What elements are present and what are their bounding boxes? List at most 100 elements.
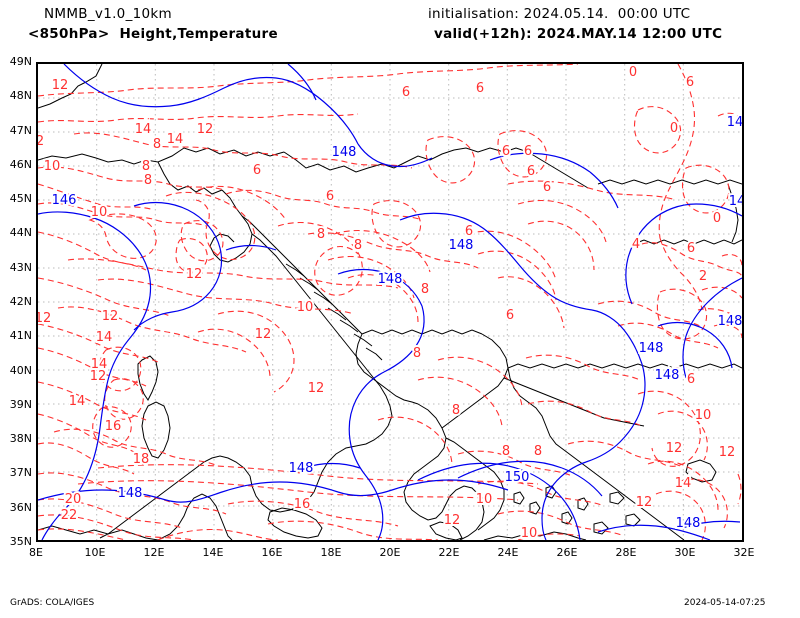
temperature-contour-label: 0 (629, 65, 637, 80)
temperature-contour-label-halo: 2 (699, 269, 707, 284)
y-axis-tick-label: 42N (9, 295, 32, 308)
height-contour-label-halo: 148 (289, 461, 314, 476)
temperature-contour-label: 6 (686, 75, 694, 90)
temperature-contour-label: 8 (534, 444, 542, 459)
height-contour-label: 148 (676, 516, 701, 531)
temperature-contour-label: 16 (105, 419, 122, 434)
y-axis-tick-label: 40N (9, 363, 32, 377)
temperature-contour-label-halo: 12 (666, 441, 683, 456)
temperature-contour-label-halo: 10 (297, 300, 314, 315)
temperature-contour-label-halo: 8 (144, 173, 152, 188)
temperature-contour-label-halo: 18 (133, 452, 150, 467)
height-contour-label: 148 (289, 461, 314, 476)
temperature-contour-label: 8 (452, 403, 460, 418)
temperature-contour-label: 8 (317, 227, 325, 242)
temperature-contour-label: 20 (65, 492, 82, 507)
temperature-contour-label-halo: 16 (105, 419, 122, 434)
temperature-contour-label: 0 (670, 121, 678, 136)
y-axis-tick-label: 46N (9, 157, 32, 171)
x-axis-tick-label: 22E (438, 546, 460, 559)
height-contour-label-halo: 14 (729, 194, 742, 209)
footer-timestamp: 2024-05-14-07:25 (684, 598, 766, 608)
temperature-contour-label: 12 (90, 369, 107, 384)
temperature-contour-label-halo: 12 (444, 513, 461, 528)
temperature-contour-label: 6 (524, 144, 532, 159)
temperature-contour-label-halo: 10 (91, 205, 108, 220)
height-contour-label: 148 (655, 368, 680, 383)
temperature-contour-label-halo: 12 (197, 122, 214, 137)
temperature-contour-label: 10 (44, 159, 61, 174)
temperature-contour-label-halo: 14 (167, 132, 184, 147)
valid-time: valid(+12h): 2024.MAY.14 12:00 UTC (434, 26, 723, 42)
temperature-contour-label: 8 (142, 159, 150, 174)
temperature-contour-label: 8 (672, 366, 680, 381)
temperature-contour-label: 12 (444, 513, 461, 528)
temperature-contour-label-halo: 12 (102, 309, 119, 324)
x-axis-tick-label: 10E (84, 546, 106, 559)
temperature-contour-label-halo: 6 (524, 144, 532, 159)
temperature-contour-label: 12 (52, 78, 69, 93)
temperature-contour-label-halo: 2 (38, 134, 44, 149)
temperature-contour-label: 4 (632, 237, 640, 252)
temperature-contour-label-halo: 12 (186, 267, 203, 282)
temperature-contour-label-halo: 16 (294, 497, 311, 512)
temperature-contour-label-halo: 6 (402, 85, 410, 100)
temperature-contour-label: 6 (326, 189, 334, 204)
temperature-contour-label: 12 (38, 311, 51, 326)
height-contour-label: 14 (727, 115, 742, 130)
temperature-contour-label-halo: 14 (675, 476, 692, 491)
y-axis-tick-label: 44N (9, 226, 32, 240)
temperature-contour-label: 6 (402, 85, 410, 100)
temperature-contour-label-halo: 10 (476, 492, 493, 507)
temperature-contour-label-halo: 12 (308, 381, 325, 396)
temperature-contour-label-halo: 6 (502, 144, 510, 159)
y-axis-tick-label: 43N (9, 260, 32, 274)
temperature-contour-label-halo: 8 (354, 238, 362, 253)
y-axis-tick-label: 45N (9, 192, 32, 206)
temperature-contours (38, 64, 742, 540)
temperature-contour-label-halo: 12 (255, 327, 272, 342)
y-axis-tick-label: 35N (9, 535, 32, 548)
height-contour-label: 148 (639, 341, 664, 356)
temperature-contour-label: 12 (197, 122, 214, 137)
height-contour-label: 148 (332, 145, 357, 160)
temperature-contour-label: 12 (636, 495, 653, 510)
temperature-contour-label-halo: 12 (90, 369, 107, 384)
temperature-contour-label-halo: 0 (713, 211, 721, 226)
x-axis-tick-label: 30E (674, 546, 696, 559)
temperature-contour-label: 10 (521, 526, 538, 540)
level-field-title: <850hPa> Height,Temperature (28, 26, 278, 42)
temperature-contour-label: 22 (61, 508, 78, 523)
temperature-contour-label-halo: 6 (687, 372, 695, 387)
y-axis-tick-label: 48N (9, 89, 32, 103)
x-axis-tick-label: 16E (261, 546, 283, 559)
height-contours (38, 64, 742, 540)
temperature-contour-label: 8 (421, 282, 429, 297)
temperature-contour-label: 6 (502, 144, 510, 159)
temperature-contour-label: 8 (413, 346, 421, 361)
temperature-contour-label-halo: 8 (672, 366, 680, 381)
footer-credit: GrADS: COLA/IGES (10, 598, 95, 608)
height-contour-label-halo: 148 (449, 238, 474, 253)
x-axis-tick-label: 8E (29, 546, 43, 559)
temperature-contour-label-halo: 12 (52, 78, 69, 93)
temperature-contour-label-halo: 14 (135, 122, 152, 137)
temperature-contour-label-halo: 14 (96, 330, 113, 345)
temperature-contour-label: 6 (506, 308, 514, 323)
temperature-contour-label: 8 (354, 238, 362, 253)
temperature-contour-label: 14 (167, 132, 184, 147)
temperature-contour-label: 14 (135, 122, 152, 137)
temperature-contour-label: 6 (687, 241, 695, 256)
temperature-contour-label: 12 (186, 267, 203, 282)
temperature-contour-label-halo: 8 (502, 444, 510, 459)
temperature-contour-label: 12 (255, 327, 272, 342)
y-axis-tick-label: 38N (9, 432, 32, 446)
y-axis-tick-label: 49N (9, 55, 32, 68)
temperature-contour-label: 12 (666, 441, 683, 456)
temperature-contour-label-halo: 22 (61, 508, 78, 523)
temperature-contour-label-halo: 0 (670, 121, 678, 136)
x-axis-tick-label: 26E (556, 546, 578, 559)
temperature-contour-label-halo: 14 (91, 357, 108, 372)
temperature-contour-label-halo: 6 (253, 163, 261, 178)
height-contour-label-halo: 148 (332, 145, 357, 160)
